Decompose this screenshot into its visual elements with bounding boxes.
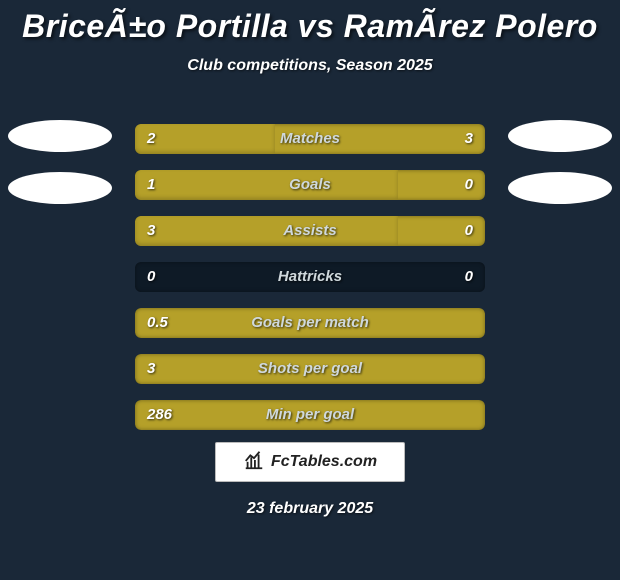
stat-label: Goals per match [135, 308, 485, 338]
date-label: 23 february 2025 [0, 500, 620, 518]
brand-badge: FcTables.com [215, 442, 405, 482]
page-subtitle: Club competitions, Season 2025 [0, 57, 620, 75]
player-avatar-right [508, 172, 612, 204]
stat-label: Assists [135, 216, 485, 246]
stat-row: 3Shots per goal [135, 354, 485, 384]
stat-value-right: 0 [465, 216, 473, 246]
page-title: BriceÃ±o Portilla vs RamÃ­rez Polero [0, 8, 620, 45]
player-avatar-left [8, 120, 112, 152]
player-avatar-left [8, 172, 112, 204]
stat-row: 1Goals0 [135, 170, 485, 200]
brand-chart-icon [243, 449, 265, 476]
stat-value-right: 0 [465, 262, 473, 292]
stat-row: 0.5Goals per match [135, 308, 485, 338]
stat-value-right: 3 [465, 124, 473, 154]
stats-bars: 2Matches31Goals03Assists00Hattricks00.5G… [135, 124, 485, 446]
stat-label: Min per goal [135, 400, 485, 430]
brand-text: FcTables.com [271, 453, 377, 471]
stat-label: Goals [135, 170, 485, 200]
player-avatar-right [508, 120, 612, 152]
stat-row: 3Assists0 [135, 216, 485, 246]
stat-row: 0Hattricks0 [135, 262, 485, 292]
stat-row: 2Matches3 [135, 124, 485, 154]
stat-label: Matches [135, 124, 485, 154]
stat-value-right: 0 [465, 170, 473, 200]
stat-label: Hattricks [135, 262, 485, 292]
header: BriceÃ±o Portilla vs RamÃ­rez Polero Clu… [0, 0, 620, 75]
stat-row: 286Min per goal [135, 400, 485, 430]
stat-label: Shots per goal [135, 354, 485, 384]
